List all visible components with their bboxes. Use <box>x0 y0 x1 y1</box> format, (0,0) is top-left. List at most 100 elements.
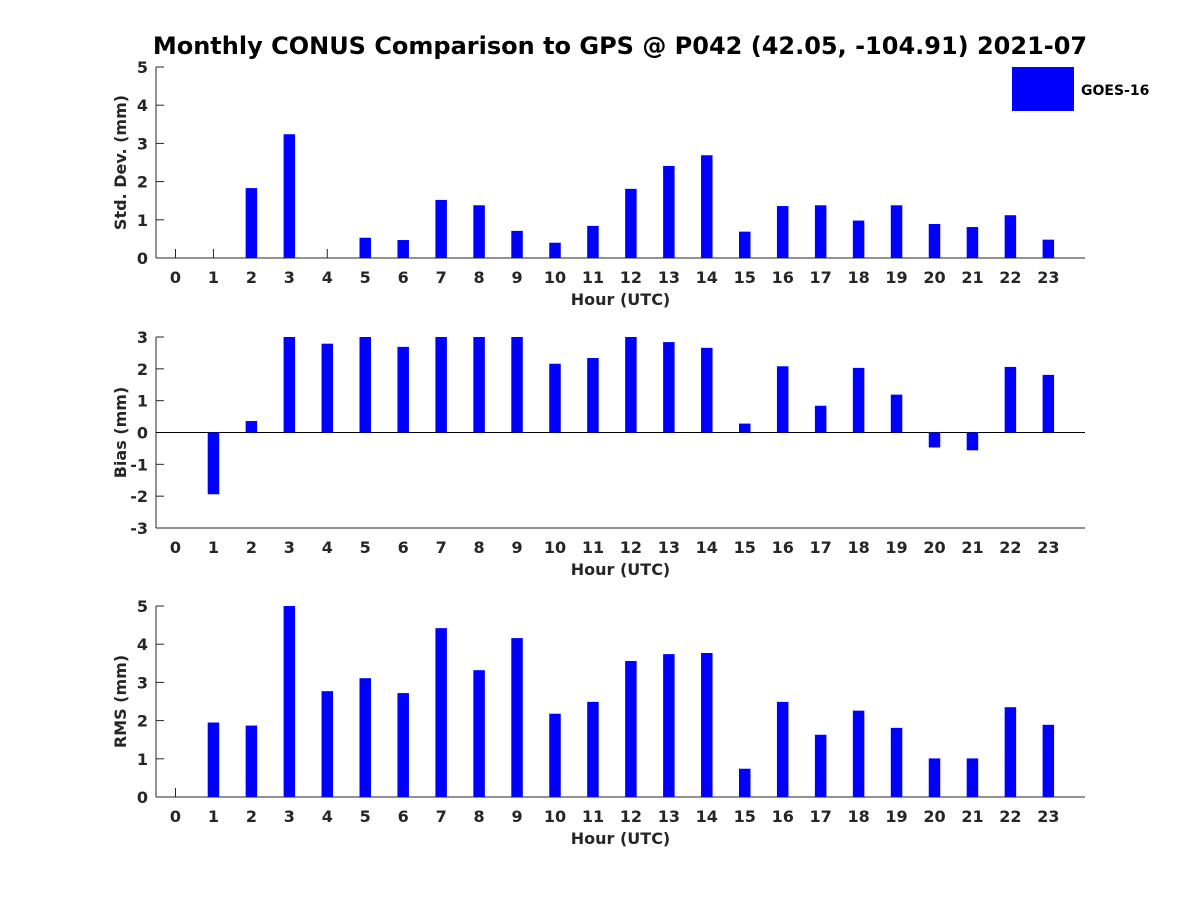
x-tick-label: 0 <box>170 268 181 287</box>
x-tick-label: 10 <box>544 268 566 287</box>
bar <box>701 155 713 258</box>
bar <box>245 725 258 797</box>
x-tick-label: 1 <box>208 538 219 557</box>
y-tick-label: 4 <box>137 635 148 654</box>
x-tick-label: 17 <box>810 807 832 826</box>
x-tick-label: 19 <box>885 268 907 287</box>
y-tick-label: 1 <box>137 211 148 230</box>
bar <box>359 337 371 433</box>
bar <box>928 432 941 448</box>
x-tick-label: 20 <box>923 268 945 287</box>
x-tick-label: 11 <box>582 268 604 287</box>
y-tick-label: -1 <box>130 455 148 474</box>
bar <box>397 346 409 433</box>
x-tick-label: 7 <box>436 807 447 826</box>
x-tick-label: 23 <box>1037 538 1059 557</box>
bar <box>1004 707 1017 797</box>
bar <box>739 423 751 433</box>
x-tick-label: 12 <box>620 268 642 287</box>
bar <box>890 205 903 258</box>
bar <box>473 337 485 433</box>
bar <box>321 343 334 433</box>
x-tick-label: 12 <box>620 538 642 557</box>
x-tick-label: 8 <box>474 807 485 826</box>
x-tick-label: 10 <box>544 807 566 826</box>
y-tick-label: 0 <box>137 788 148 807</box>
bar <box>928 758 941 797</box>
bar <box>473 670 485 797</box>
x-tick-label: 22 <box>999 268 1021 287</box>
chart-title: Monthly CONUS Comparison to GPS @ P042 (… <box>153 32 1087 60</box>
x-tick-label: 18 <box>847 538 869 557</box>
bar <box>701 347 713 433</box>
bar <box>776 701 789 797</box>
bar <box>473 205 485 258</box>
bar <box>511 230 523 258</box>
bar <box>283 337 296 433</box>
legend-swatch <box>1012 67 1074 111</box>
x-tick-label: 21 <box>961 807 983 826</box>
x-tick-label: 4 <box>322 268 333 287</box>
std-dev-y-axis-label: Std. Dev. (mm) <box>111 95 130 230</box>
y-tick-label: 2 <box>137 712 148 731</box>
x-tick-label: 9 <box>511 268 522 287</box>
bar <box>739 768 751 797</box>
x-tick-label: 15 <box>734 538 756 557</box>
x-tick-label: 14 <box>696 268 718 287</box>
x-tick-label: 6 <box>398 807 409 826</box>
x-tick-label: 7 <box>436 268 447 287</box>
bar <box>587 225 599 258</box>
x-tick-label: 21 <box>961 538 983 557</box>
bar <box>359 237 371 258</box>
x-tick-label: 5 <box>360 807 371 826</box>
x-tick-label: 9 <box>511 538 522 557</box>
x-tick-label: 3 <box>284 807 295 826</box>
x-tick-label: 20 <box>923 538 945 557</box>
x-tick-label: 3 <box>284 268 295 287</box>
bar <box>701 652 713 797</box>
bar <box>814 405 827 433</box>
bar <box>397 693 409 797</box>
bar <box>1042 724 1055 797</box>
x-tick-label: 5 <box>360 268 371 287</box>
x-tick-label: 22 <box>999 538 1021 557</box>
bar <box>435 337 447 433</box>
x-tick-label: 16 <box>772 268 794 287</box>
bar <box>397 240 409 258</box>
x-tick-label: 18 <box>847 268 869 287</box>
y-tick-label: 3 <box>137 328 148 347</box>
x-tick-label: 15 <box>734 268 756 287</box>
y-tick-label: 5 <box>137 58 148 77</box>
x-tick-label: 17 <box>810 538 832 557</box>
y-tick-label: 5 <box>137 597 148 616</box>
bar <box>245 421 258 433</box>
bar <box>625 188 637 258</box>
y-tick-label: 1 <box>137 392 148 411</box>
bar <box>890 727 903 797</box>
x-tick-label: 17 <box>810 268 832 287</box>
bar <box>1042 239 1055 258</box>
x-tick-label: 14 <box>696 538 718 557</box>
bar <box>739 231 751 258</box>
bar <box>587 358 599 433</box>
y-tick-label: 4 <box>137 96 148 115</box>
bar <box>928 224 941 258</box>
x-tick-label: 3 <box>284 538 295 557</box>
x-tick-label: 21 <box>961 268 983 287</box>
bar <box>814 734 827 797</box>
bar <box>852 710 865 797</box>
bar <box>549 363 561 433</box>
x-tick-label: 15 <box>734 807 756 826</box>
bar <box>549 713 561 797</box>
y-tick-label: -2 <box>130 487 148 506</box>
bar <box>283 606 296 797</box>
bar <box>511 638 523 797</box>
x-tick-label: 11 <box>582 538 604 557</box>
bar <box>776 206 789 258</box>
x-tick-label: 5 <box>360 538 371 557</box>
x-tick-label: 4 <box>322 538 333 557</box>
